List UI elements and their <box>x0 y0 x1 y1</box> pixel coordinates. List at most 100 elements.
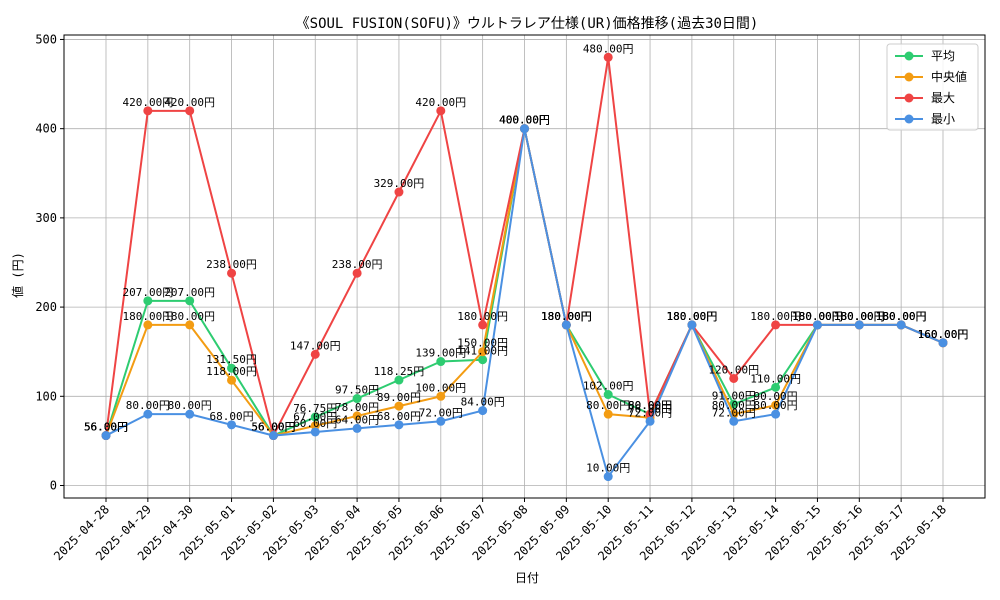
data-label: 89.00円 <box>377 391 421 404</box>
data-label: 180.00円 <box>541 310 592 323</box>
data-label: 56.00円 <box>84 421 128 434</box>
data-point <box>520 124 529 134</box>
data-point <box>394 187 404 197</box>
data-label: 180.00円 <box>876 310 927 323</box>
data-label: 84.00円 <box>461 396 505 409</box>
data-label: 80.00円 <box>712 399 756 412</box>
data-label: 67.00円 <box>293 411 337 424</box>
x-axis-label: 日付 <box>515 571 539 585</box>
data-point <box>352 411 362 421</box>
data-label: 139.00円 <box>415 347 466 360</box>
data-label: 131.50円 <box>206 353 257 366</box>
data-label: 76.00円 <box>628 403 672 416</box>
data-label: 118.00円 <box>206 365 257 378</box>
data-point <box>812 320 822 330</box>
chart-title: 《SOUL FUSION(SOFU)》ウルトラレア仕様(UR)価格推移(過去30… <box>296 16 759 32</box>
y-axis-label: 値 (円) <box>10 252 25 298</box>
data-label: 72.00円 <box>419 406 463 419</box>
data-label: 207.00円 <box>122 286 173 299</box>
data-label: 68.00円 <box>209 410 253 423</box>
data-point <box>603 472 613 482</box>
data-point <box>352 268 362 278</box>
data-label: 80.00円 <box>586 399 630 412</box>
legend-entry: 平均 <box>931 49 955 63</box>
data-point <box>478 347 488 357</box>
data-label: 329.00円 <box>374 177 425 190</box>
data-label: 180.00円 <box>876 310 927 323</box>
data-label: 180.00円 <box>667 310 718 323</box>
data-label: 180.00円 <box>792 310 843 323</box>
data-point <box>310 427 320 437</box>
data-label: 180.00円 <box>541 310 592 323</box>
series-lines <box>101 52 948 482</box>
data-label: 78.00円 <box>335 401 379 414</box>
data-point <box>729 373 739 383</box>
y-axis-ticks: 0 100 200 300 400 500 <box>35 32 64 493</box>
data-label: 180.00円 <box>541 310 592 323</box>
x-axis-ticks: 2025-04-282025-04-292025-04-302025-05-01… <box>51 498 949 563</box>
data-point <box>436 357 446 367</box>
data-label: 80.00円 <box>168 399 212 412</box>
data-label: 97.50円 <box>335 384 379 397</box>
data-label: 160.00円 <box>918 328 969 341</box>
y-tick-label: 400 <box>35 122 57 136</box>
data-label: 80.00円 <box>628 399 672 412</box>
data-label: 180.00円 <box>834 310 885 323</box>
legend-box <box>886 43 979 131</box>
data-label: 238.00円 <box>332 258 383 271</box>
legend-marker <box>904 93 914 103</box>
data-label: 400.00円 <box>499 114 550 127</box>
data-label: 400.00円 <box>499 114 550 127</box>
data-point <box>227 420 237 430</box>
data-point <box>143 296 153 306</box>
y-tick-label: 300 <box>35 211 57 225</box>
data-point <box>938 338 948 348</box>
data-label: 180.00円 <box>792 310 843 323</box>
data-point <box>436 391 446 401</box>
data-label: 480.00円 <box>583 42 634 55</box>
y-tick-label: 200 <box>35 300 57 314</box>
data-point <box>771 409 781 419</box>
data-point <box>185 296 195 306</box>
data-label: 141.00円 <box>457 345 508 358</box>
data-label: 56.00円 <box>84 421 128 434</box>
data-label: 56.00円 <box>251 421 295 434</box>
data-label: 180.00円 <box>164 310 215 323</box>
data-point <box>227 268 237 278</box>
data-label: 91.00円 <box>712 389 756 402</box>
data-label: 180.00円 <box>876 310 927 323</box>
data-label: 180.00円 <box>876 310 927 323</box>
data-label: 180.00円 <box>667 310 718 323</box>
data-point <box>227 375 237 385</box>
data-label: 80.00円 <box>126 399 170 412</box>
data-label: 180.00円 <box>541 310 592 323</box>
data-label: 160.00円 <box>918 328 969 341</box>
data-label: 420.00円 <box>415 96 466 109</box>
legend-marker <box>904 51 914 61</box>
y-tick-label: 100 <box>35 389 57 403</box>
data-label: 147.00円 <box>290 339 341 352</box>
data-label: 56.00円 <box>84 421 128 434</box>
data-point <box>394 401 404 411</box>
data-label: 207.00円 <box>164 286 215 299</box>
data-point <box>310 421 320 431</box>
data-point <box>394 375 404 385</box>
data-label: 56.00円 <box>84 421 128 434</box>
data-point <box>310 349 320 359</box>
data-point <box>143 106 153 116</box>
data-point <box>771 320 781 330</box>
data-point <box>185 409 195 419</box>
data-label: 56.00円 <box>251 421 295 434</box>
data-point <box>394 420 404 430</box>
data-label: 150.00円 <box>457 337 508 350</box>
data-point <box>478 355 488 365</box>
data-point <box>729 416 739 426</box>
data-label: 72.00円 <box>712 406 756 419</box>
data-label: 118.25円 <box>374 365 425 378</box>
data-point <box>227 363 237 373</box>
data-point <box>645 416 655 426</box>
data-label: 72.00円 <box>628 406 672 419</box>
data-label: 100.00円 <box>415 381 466 394</box>
